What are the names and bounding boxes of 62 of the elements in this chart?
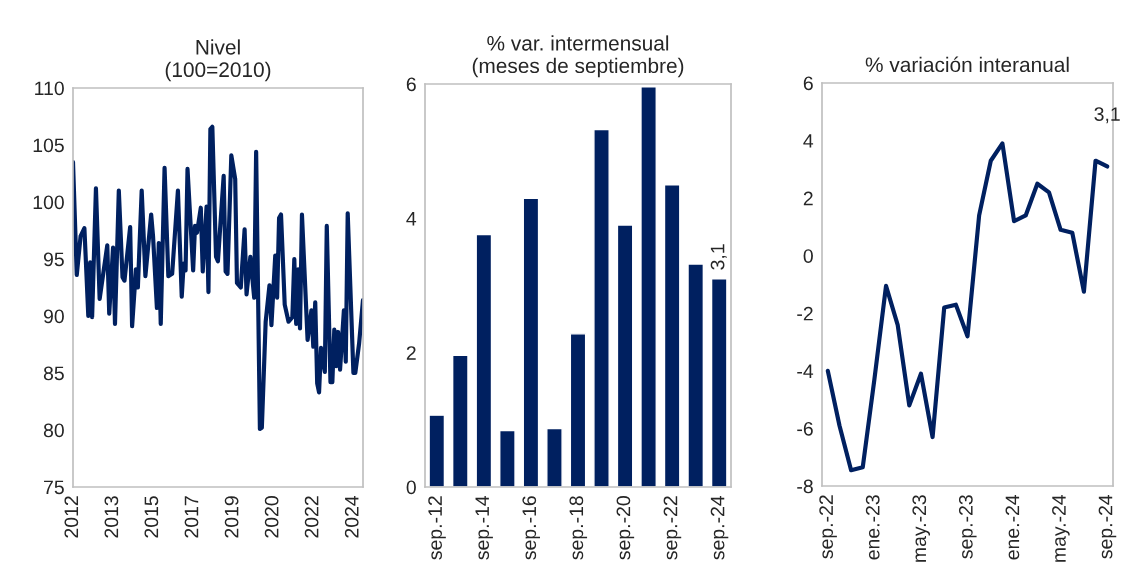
y-tick-label: 2 xyxy=(406,346,416,360)
x-tick-label: sep.-22 xyxy=(819,495,837,559)
y-tick-label: 6 xyxy=(406,77,416,92)
bar xyxy=(499,429,516,487)
x-tick-label: 2024 xyxy=(344,495,359,538)
bar xyxy=(546,427,563,487)
y-tick-label: 105 xyxy=(33,138,64,153)
x-tick-label: ene.-24 xyxy=(1005,494,1020,560)
x-tick-label: 2020 xyxy=(264,496,279,538)
bar xyxy=(522,197,540,487)
bar xyxy=(710,278,728,487)
y-tick-label: -6 xyxy=(797,421,813,436)
y-tick-label: 95 xyxy=(43,252,64,267)
y-tick-label: 0 xyxy=(803,249,813,263)
x-tick-label: 2013 xyxy=(104,496,119,538)
bar xyxy=(663,184,681,487)
y-tick-label: -2 xyxy=(797,306,813,321)
annotation: 3,1 xyxy=(1094,107,1120,124)
x-tick-label: sep.-14 xyxy=(475,495,493,560)
line-series xyxy=(73,124,363,431)
bar xyxy=(640,85,657,487)
bar xyxy=(428,414,446,487)
x-tick-label: sep.-23 xyxy=(958,495,977,559)
x-tick-label: sep.-18 xyxy=(569,496,588,560)
x-tick-label: 2022 xyxy=(304,496,319,538)
data-label: 3,1 xyxy=(710,244,727,270)
x-tick-label: sep.-22 xyxy=(663,496,682,560)
chart-title: % variación interanual xyxy=(865,56,1069,73)
chart-title: % var. intermensual (meses de septiembre) xyxy=(472,35,684,78)
x-tick-label: sep.-20 xyxy=(616,496,635,560)
x-tick-label: 2019 xyxy=(224,496,239,538)
y-tick-label: 75 xyxy=(44,480,64,495)
bar xyxy=(687,263,705,487)
y-tick-label: 6 xyxy=(803,76,813,91)
bar xyxy=(475,233,493,487)
y-tick-label: 0 xyxy=(406,480,416,495)
y-tick-label: -8 xyxy=(797,479,813,494)
x-tick-label: sep.-24 xyxy=(710,495,729,560)
x-tick-label: may.-24 xyxy=(1052,494,1070,562)
y-tick-label: -4 xyxy=(797,364,814,378)
y-tick-label: 100 xyxy=(33,195,64,210)
y-tick-label: 4 xyxy=(803,134,814,148)
x-tick-label: ene.-23 xyxy=(865,495,880,560)
x-tick-label: 2017 xyxy=(184,496,199,538)
line-series xyxy=(825,141,1110,473)
bar xyxy=(616,224,634,487)
y-tick-label: 4 xyxy=(406,212,417,226)
bar xyxy=(451,354,469,487)
y-tick-label: 85 xyxy=(43,366,64,381)
y-tick-label: 2 xyxy=(803,191,813,206)
x-tick-label: 2012 xyxy=(64,496,79,538)
x-tick-label: sep.-12 xyxy=(428,496,446,560)
y-tick-label: 110 xyxy=(35,81,64,96)
x-tick-label: 2015 xyxy=(144,496,159,538)
x-tick-label: sep.-16 xyxy=(522,496,540,560)
x-tick-label: may.-23 xyxy=(912,495,930,562)
y-tick-label: 90 xyxy=(43,309,64,324)
bar xyxy=(569,333,587,487)
bar xyxy=(593,128,610,487)
chart-title: Nivel (100=2010) xyxy=(165,39,271,82)
y-tick-label: 80 xyxy=(43,423,64,438)
x-tick-label: sep.-24 xyxy=(1098,494,1117,559)
